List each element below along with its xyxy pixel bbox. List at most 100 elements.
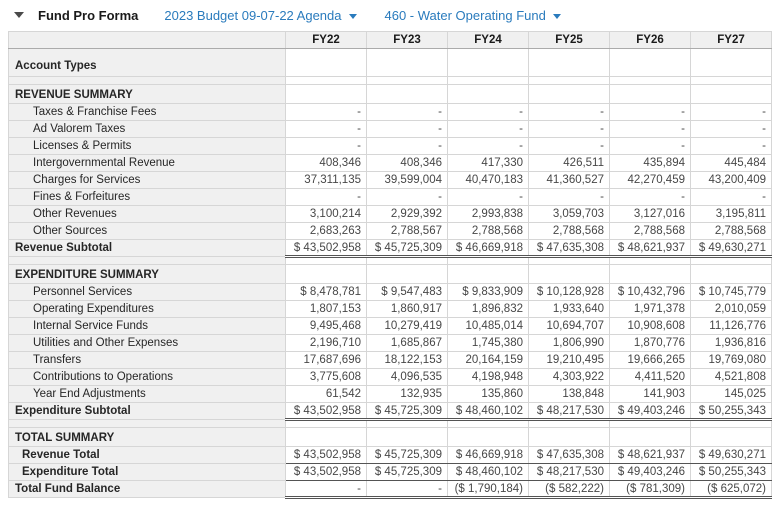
cell-fy24: 135,860	[447, 385, 529, 403]
chevron-down-icon	[14, 12, 24, 18]
cell-fy23: $ 9,547,483	[366, 283, 448, 301]
cell-fy26: -	[609, 103, 691, 121]
cell-fy27: $ 49,630,271	[690, 446, 772, 464]
row-label: Expenditure Subtotal	[8, 402, 286, 420]
cell-fy27: 1,936,816	[690, 334, 772, 352]
cell-fy26	[609, 427, 691, 447]
row-label: Year End Adjustments	[8, 385, 286, 403]
row-transfers: Transfers 17,687,696 18,122,153 20,164,159 1…	[8, 351, 772, 369]
cell-fy22	[285, 76, 367, 85]
row-expenditure-total: Expenditure Total $ 43,502,958 $ 45,725,30…	[8, 463, 772, 481]
cell-fy27: ($ 625,072)	[690, 480, 772, 499]
cell-fy24: $ 46,669,918	[447, 239, 529, 258]
row-label: Expenditure Total	[8, 463, 286, 481]
cell-fy23	[366, 427, 448, 447]
cell-fy25: ($ 582,222)	[528, 480, 610, 499]
cell-fy23: $ 45,725,309	[366, 402, 448, 421]
cell-fy24	[447, 48, 529, 77]
cell-fy27: -	[690, 137, 772, 155]
cell-fy27	[690, 256, 772, 265]
cell-fy27: $ 50,255,343	[690, 463, 772, 481]
cell-fy25: -	[528, 137, 610, 155]
row-intergovernmental-revenue: Intergovernmental Revenue 408,346 408,346 4…	[8, 154, 772, 172]
cell-fy24: $ 48,460,102	[447, 463, 529, 481]
cell-fy23: -	[366, 188, 448, 206]
row-label: Transfers	[8, 351, 286, 369]
row-other-sources: Other Sources 2,683,263 2,788,567 2,788,568…	[8, 222, 772, 240]
cell-fy27: 43,200,409	[690, 171, 772, 189]
cell-fy23: -	[366, 103, 448, 121]
cell-fy25: 2,788,568	[528, 222, 610, 240]
cell-fy22: $ 8,478,781	[285, 283, 367, 301]
row-operating-expenditures: Operating Expenditures 1,807,153 1,860,917…	[8, 300, 772, 318]
cell-fy23	[366, 76, 448, 85]
cell-fy27: 2,010,059	[690, 300, 772, 318]
year-header-fy23: FY23	[366, 31, 448, 49]
cell-fy22: 2,683,263	[285, 222, 367, 240]
cell-fy24: 40,470,183	[447, 171, 529, 189]
cell-fy24: 1,745,380	[447, 334, 529, 352]
cell-fy27	[690, 48, 772, 77]
cell-fy23	[366, 48, 448, 77]
cell-fy23	[366, 84, 448, 104]
cell-fy26	[609, 76, 691, 85]
cell-fy24: $ 46,669,918	[447, 446, 529, 464]
row-label: Utilities and Other Expenses	[8, 334, 286, 352]
cell-fy26: $ 48,621,937	[609, 446, 691, 464]
row-charges-for-services: Charges for Services 37,311,135 39,599,004…	[8, 171, 772, 189]
cell-fy26	[609, 256, 691, 265]
cell-fy23: $ 45,725,309	[366, 446, 448, 464]
cell-fy24: 2,993,838	[447, 205, 529, 223]
cell-fy25	[528, 48, 610, 77]
row-other-revenues: Other Revenues 3,100,214 2,929,392 2,993,83…	[8, 205, 772, 223]
row-personnel-services: Personnel Services $ 8,478,781 $ 9,547,483…	[8, 283, 772, 301]
fund-dropdown[interactable]: 460 - Water Operating Fund	[385, 8, 561, 23]
row-label: Operating Expenditures	[8, 300, 286, 318]
cell-fy26: 3,127,016	[609, 205, 691, 223]
cell-fy27: $ 50,255,343	[690, 402, 772, 421]
row-contributions-to-operations: Contributions to Operations 3,775,608 4,09…	[8, 368, 772, 386]
cell-fy27	[690, 419, 772, 428]
page-title: Fund Pro Forma	[38, 7, 139, 23]
cell-fy25: 138,848	[528, 385, 610, 403]
cell-fy25: $ 47,635,308	[528, 446, 610, 464]
cell-fy26: $ 10,432,796	[609, 283, 691, 301]
row-fines-forfeitures: Fines & Forfeitures - - - - - -	[8, 188, 772, 206]
budget-dropdown-label: 2023 Budget 09-07-22 Agenda	[164, 7, 342, 23]
cell-fy25: 1,806,990	[528, 334, 610, 352]
year-header-fy25: FY25	[528, 31, 610, 49]
cell-fy26: 141,903	[609, 385, 691, 403]
collapse-caret-icon[interactable]	[10, 6, 28, 24]
spacer-row	[8, 76, 772, 85]
row-licenses-permits: Licenses & Permits - - - - - -	[8, 137, 772, 155]
cell-fy27	[690, 84, 772, 104]
cell-fy24: -	[447, 137, 529, 155]
year-header-fy22: FY22	[285, 31, 367, 49]
cell-fy22	[285, 419, 367, 428]
cell-fy25: 426,511	[528, 154, 610, 172]
budget-dropdown[interactable]: 2023 Budget 09-07-22 Agenda	[164, 7, 357, 23]
row-revenue-total: Revenue Total $ 43,502,958 $ 45,725,309 $ 4…	[8, 446, 772, 464]
cell-fy22: $ 43,502,958	[285, 463, 367, 481]
row-internal-service-funds: Internal Service Funds 9,495,468 10,279,41…	[8, 317, 772, 335]
cell-fy26: 4,411,520	[609, 368, 691, 386]
cell-fy22: 408,346	[285, 154, 367, 172]
cell-fy24	[447, 419, 529, 428]
year-header-fy26: FY26	[609, 31, 691, 49]
cell-fy27: 4,521,808	[690, 368, 772, 386]
row-label: Other Revenues	[8, 205, 286, 223]
cell-fy25: 19,210,495	[528, 351, 610, 369]
year-header-row: FY22 FY23 FY24 FY25 FY26 FY27	[8, 31, 772, 49]
cell-fy23	[366, 256, 448, 265]
cell-fy24	[447, 84, 529, 104]
cell-fy23: 408,346	[366, 154, 448, 172]
cell-fy23: 1,685,867	[366, 334, 448, 352]
cell-fy24: 20,164,159	[447, 351, 529, 369]
cell-fy22: $ 43,502,958	[285, 446, 367, 464]
row-revenue-summary: REVENUE SUMMARY	[8, 84, 772, 104]
cell-fy26: -	[609, 120, 691, 138]
cell-fy27: 11,126,776	[690, 317, 772, 335]
cell-fy26: 435,894	[609, 154, 691, 172]
row-label: Internal Service Funds	[8, 317, 286, 335]
cell-fy23: 132,935	[366, 385, 448, 403]
